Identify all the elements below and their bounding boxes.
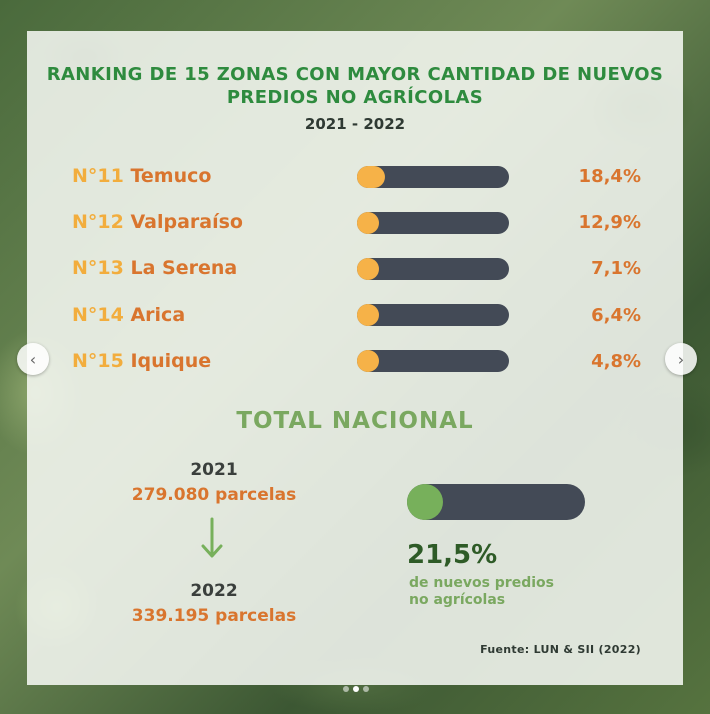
bar-track bbox=[357, 304, 509, 326]
bar-valparaíso bbox=[357, 212, 379, 234]
source-note: Fuente: LUN & SII (2022) bbox=[480, 643, 641, 656]
chevron-left-icon: ‹ bbox=[29, 349, 37, 369]
carousel-dot[interactable] bbox=[363, 686, 369, 692]
bar-track bbox=[357, 350, 509, 372]
zone-name: Iquique bbox=[130, 350, 212, 372]
bar-chart-svg bbox=[357, 166, 585, 520]
row-label: N°11 Temuco bbox=[72, 165, 211, 187]
carousel-dots bbox=[343, 686, 369, 692]
value-label: 7,1% bbox=[591, 258, 641, 279]
bar-temuco bbox=[357, 166, 385, 188]
total-percent-desc: de nuevos predios no agrícolas bbox=[409, 575, 609, 609]
rank-number: N°12 bbox=[72, 211, 124, 233]
from-year: 2021 bbox=[190, 460, 238, 480]
zone-name: Arica bbox=[130, 304, 186, 326]
value-label: 12,9% bbox=[578, 212, 641, 233]
carousel-next-button[interactable]: › bbox=[665, 343, 697, 375]
row-label: N°14 Arica bbox=[72, 304, 185, 326]
section-title-total: TOTAL NACIONAL bbox=[236, 408, 474, 434]
rank-number: N°11 bbox=[72, 165, 124, 187]
rank-number: N°13 bbox=[72, 257, 124, 279]
total-bar-fill bbox=[407, 484, 443, 520]
carousel-dot-active[interactable] bbox=[353, 686, 359, 692]
to-year: 2022 bbox=[190, 581, 238, 601]
row-label: N°15 Iquique bbox=[72, 350, 211, 372]
row-label: N°12 Valparaíso bbox=[72, 211, 243, 233]
rank-number: N°14 bbox=[72, 304, 124, 326]
total-percent: 21,5% bbox=[407, 540, 498, 570]
carousel-dot[interactable] bbox=[343, 686, 349, 692]
value-label: 6,4% bbox=[591, 305, 641, 326]
rank-number: N°15 bbox=[72, 350, 124, 372]
chart-title: RANKING DE 15 ZONAS CON MAYOR CANTIDAD D… bbox=[46, 64, 664, 108]
percent-desc-line-1: de nuevos predios bbox=[409, 575, 554, 591]
bar-la-serena bbox=[357, 258, 379, 280]
zone-name: La Serena bbox=[130, 257, 238, 279]
value-label: 18,4% bbox=[578, 166, 641, 187]
to-parcels: 339.195 parcelas bbox=[131, 606, 297, 626]
value-label: 4,8% bbox=[591, 351, 641, 372]
infographic-card: RANKING DE 15 ZONAS CON MAYOR CANTIDAD D… bbox=[27, 31, 683, 685]
carousel-prev-button[interactable]: ‹ bbox=[17, 343, 49, 375]
percent-desc-line-2: no agrícolas bbox=[409, 592, 506, 608]
chart-subtitle: 2021 - 2022 bbox=[304, 115, 406, 133]
bar-track bbox=[357, 166, 509, 188]
bar-arica bbox=[357, 304, 379, 326]
arrow-down-icon bbox=[201, 517, 223, 558]
bar-track bbox=[357, 212, 509, 234]
zone-name: Temuco bbox=[130, 165, 212, 187]
bar-iquique bbox=[357, 350, 379, 372]
total-bar-track bbox=[407, 484, 585, 520]
from-parcels: 279.080 parcelas bbox=[131, 485, 297, 505]
row-label: N°13 La Serena bbox=[72, 257, 237, 279]
bar-track bbox=[357, 258, 509, 280]
zone-name: Valparaíso bbox=[130, 211, 243, 233]
chevron-right-icon: › bbox=[677, 349, 685, 369]
